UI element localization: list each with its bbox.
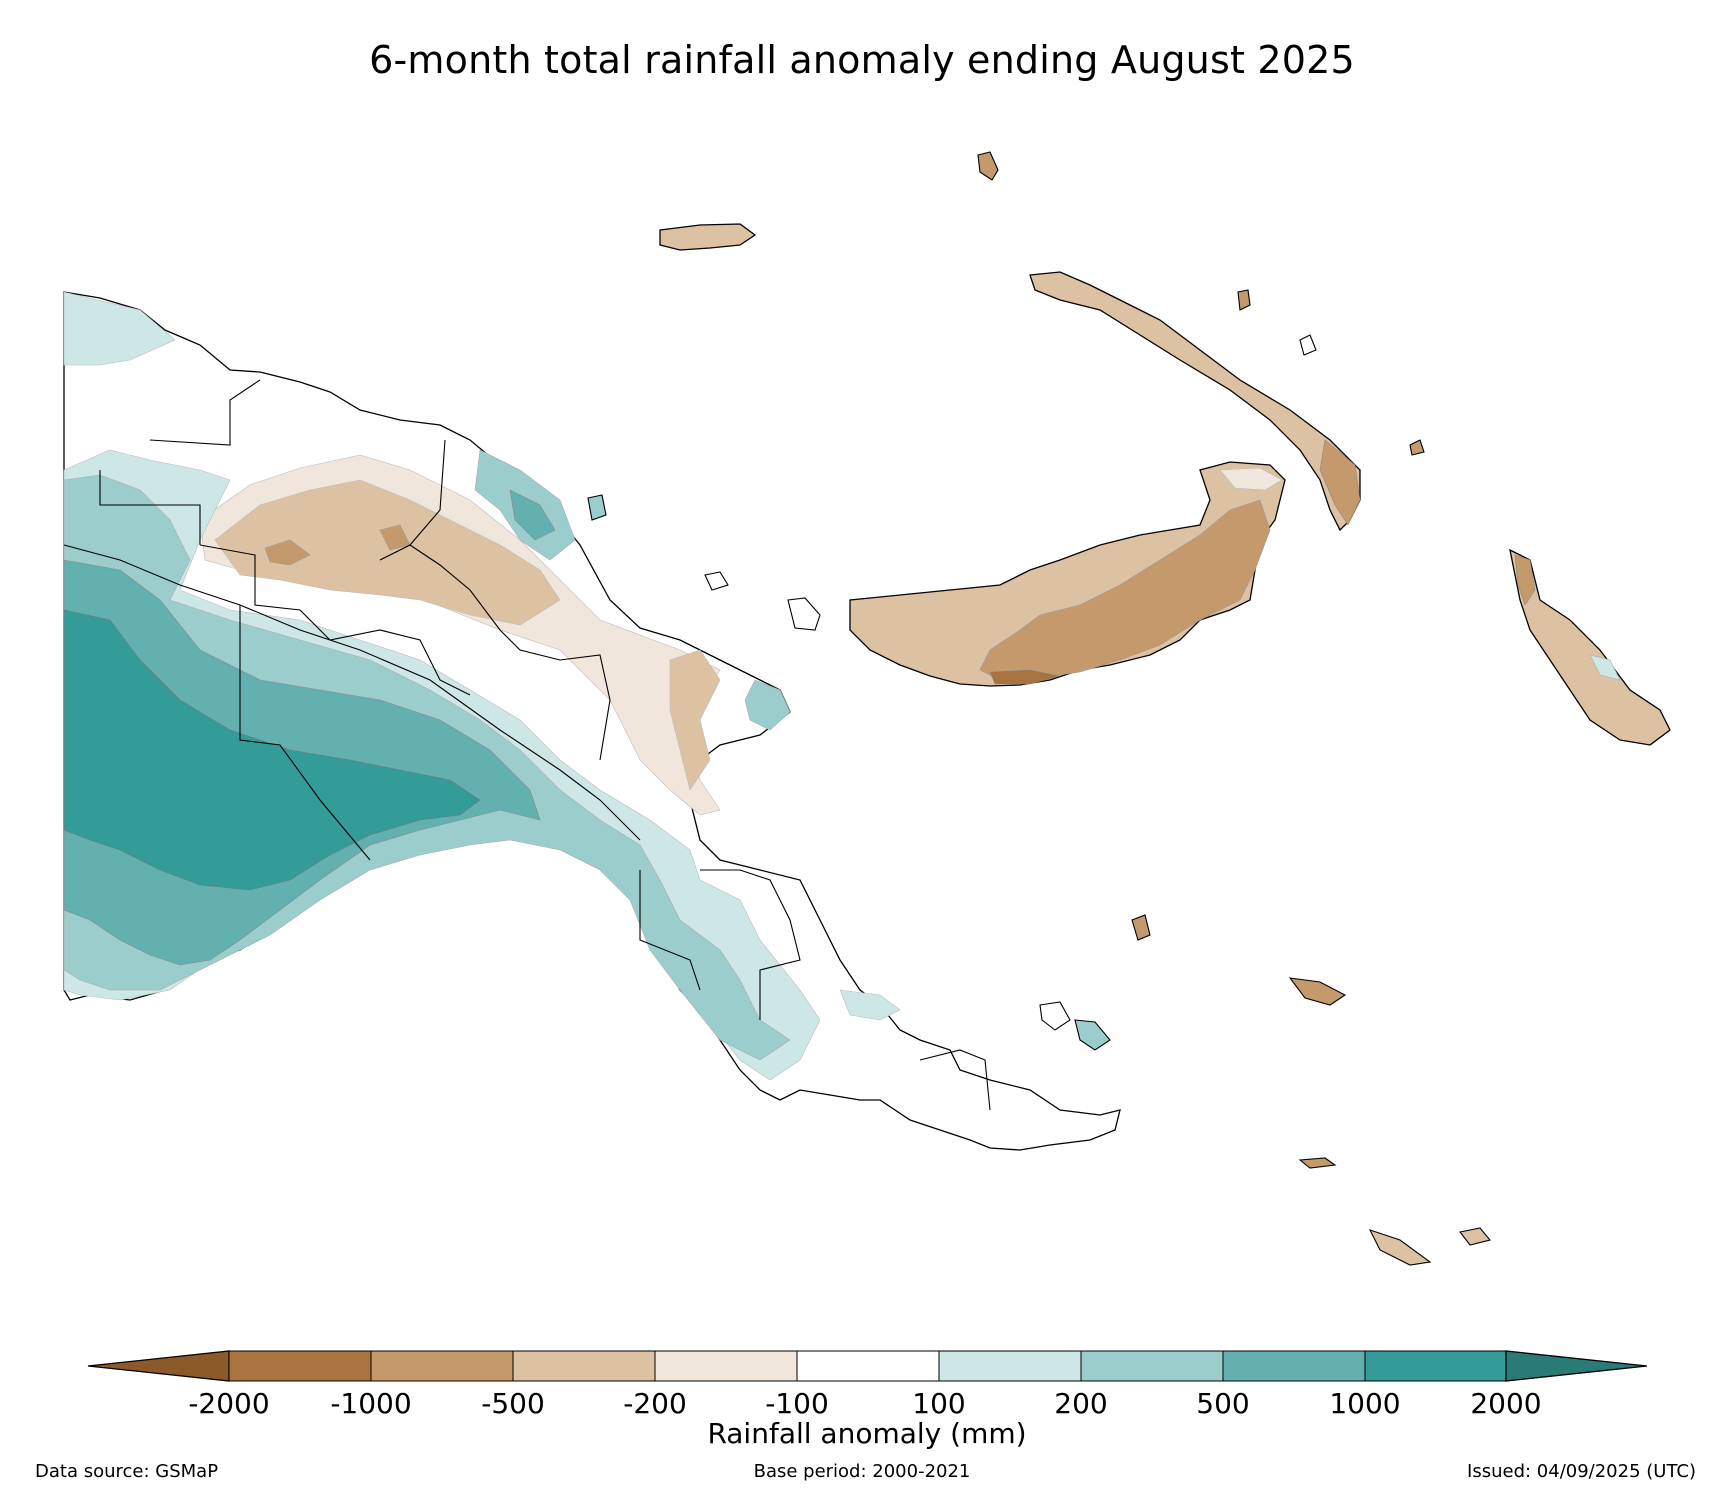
colorbar: -2000 -1000 -500 -200 -100 100 200 500 1… [87, 1350, 1648, 1450]
anomaly-zone-pos-huon [744, 679, 791, 731]
colorbar-tick-label: 2000 [1470, 1387, 1541, 1420]
colorbar-bin-9 [1364, 1350, 1507, 1382]
manus-island [659, 223, 757, 251]
anomaly-zone-pos-se [839, 989, 901, 1021]
colorbar-bin-8 [1222, 1350, 1366, 1382]
bougainville-island [1509, 548, 1671, 746]
new-britain-neg500 [979, 499, 1271, 681]
new-ireland-neg500 [1319, 439, 1361, 526]
colorbar-bin-2 [370, 1350, 514, 1382]
colorbar-label: Rainfall anomaly (mm) [707, 1417, 1026, 1450]
colorbar-bin-4 [654, 1350, 798, 1382]
colorbar-extend-max [1505, 1350, 1648, 1382]
anomaly-zone-neg200 [214, 479, 561, 626]
map-title: 6-month total rainfall anomaly ending Au… [369, 38, 1355, 82]
anomaly-zone-pos1000 [63, 609, 481, 891]
colorbar-tick-label: 100 [912, 1387, 965, 1420]
anomaly-zone-neg500 [264, 539, 311, 566]
colorbar-extend-min [87, 1350, 230, 1382]
small-islands [587, 151, 1491, 1266]
base-period-note: Base period: 2000-2021 [753, 1461, 971, 1482]
colorbar-tick-label: 1000 [1329, 1387, 1400, 1420]
colorbar-tick-label: -2000 [188, 1387, 269, 1420]
new-ireland [1029, 271, 1361, 532]
new-britain-neg1000 [989, 669, 1061, 685]
colorbar-bin-5 [796, 1350, 940, 1382]
new-britain-neg100 [1219, 467, 1283, 491]
colorbar-bin-3 [512, 1350, 656, 1382]
anomaly-zone-neg200b [669, 649, 721, 791]
colorbar-bin-1 [228, 1350, 372, 1382]
new-britain [849, 461, 1286, 687]
mainland [63, 291, 1121, 1151]
colorbar-tick-label: -100 [765, 1387, 829, 1420]
colorbar-tick-label: -200 [623, 1387, 687, 1420]
anomaly-zone-pos-north2 [509, 489, 556, 541]
colorbar-bin-7 [1080, 1350, 1224, 1382]
colorbar-tick-label: 500 [1196, 1387, 1249, 1420]
colorbar-tick-label: -500 [481, 1387, 545, 1420]
bougainville-pos100 [1589, 654, 1621, 681]
bougainville-neg500 [1514, 554, 1536, 606]
data-source-note: Data source: GSMaP [35, 1461, 219, 1482]
province-boundaries [63, 379, 991, 1111]
anomaly-zone-pos100 [63, 291, 176, 366]
issued-date-note: Issued: 04/09/2025 (UTC) [1467, 1461, 1696, 1482]
colorbar-bin-6 [938, 1350, 1082, 1382]
colorbar-tick-label: 200 [1054, 1387, 1107, 1420]
colorbar-tick-label: -1000 [330, 1387, 411, 1420]
